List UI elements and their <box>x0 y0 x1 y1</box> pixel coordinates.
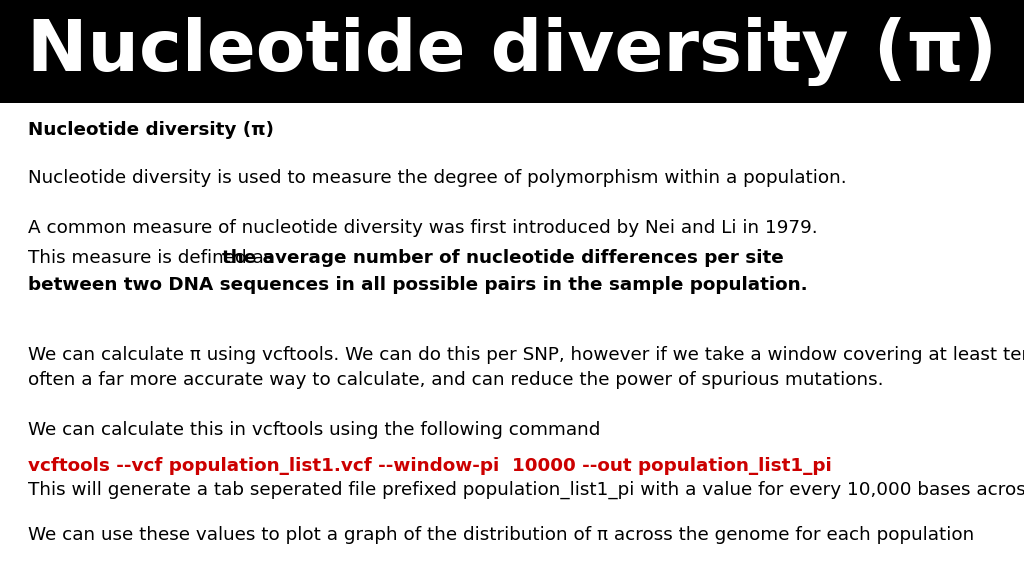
Text: vcftools --vcf population_list1.vcf --window-pi  10000 --out population_list1_pi: vcftools --vcf population_list1.vcf --wi… <box>28 457 831 475</box>
Bar <box>0 0 1024 103</box>
Text: This measure is defined as: This measure is defined as <box>28 249 280 267</box>
Text: the average number of nucleotide differences per site: the average number of nucleotide differe… <box>222 249 784 267</box>
Text: We can calculate π using vcftools. We can do this per SNP, however if we take a : We can calculate π using vcftools. We ca… <box>28 346 1024 364</box>
Text: often a far more accurate way to calculate, and can reduce the power of spurious: often a far more accurate way to calcula… <box>28 371 884 389</box>
Text: We can calculate this in vcftools using the following command: We can calculate this in vcftools using … <box>28 421 600 439</box>
Text: Nucleotide diversity (π): Nucleotide diversity (π) <box>27 17 997 86</box>
Text: This will generate a tab seperated file prefixed population_list1_pi with a valu: This will generate a tab seperated file … <box>28 481 1024 499</box>
Text: A common measure of nucleotide diversity was first introduced by Nei and Li in 1: A common measure of nucleotide diversity… <box>28 219 817 237</box>
Text: Nucleotide diversity (π): Nucleotide diversity (π) <box>28 121 274 139</box>
Text: between two DNA sequences in all possible pairs in the sample population.: between two DNA sequences in all possibl… <box>28 276 808 294</box>
Text: We can use these values to plot a graph of the distribution of π across the geno: We can use these values to plot a graph … <box>28 526 974 544</box>
Text: Nucleotide diversity is used to measure the degree of polymorphism within a popu: Nucleotide diversity is used to measure … <box>28 169 847 187</box>
